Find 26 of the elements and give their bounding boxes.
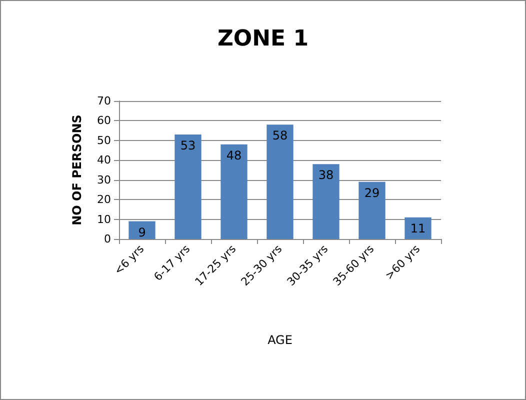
y-tick-label: 60 <box>97 114 111 128</box>
bar <box>174 134 202 239</box>
x-tick-label: <6 yrs <box>112 242 147 278</box>
data-label: 9 <box>138 225 146 240</box>
y-tick-label: 50 <box>97 134 111 147</box>
data-label: 53 <box>180 138 196 153</box>
data-label: 29 <box>364 186 380 200</box>
data-label: 48 <box>226 148 242 162</box>
bar <box>266 124 294 239</box>
bar <box>220 144 248 239</box>
y-tick-label: 10 <box>97 212 111 226</box>
bar <box>404 217 432 239</box>
bar <box>128 221 156 239</box>
y-tick-label: 40 <box>97 154 111 167</box>
data-label: 11 <box>410 221 426 236</box>
bar <box>358 182 386 239</box>
data-label: 58 <box>272 128 288 143</box>
y-tick-label: 20 <box>97 193 111 206</box>
y-tick-label: 70 <box>97 94 111 108</box>
y-axis-title: NO OF PERSONS <box>70 114 84 226</box>
y-tick-label: 30 <box>97 173 111 186</box>
bar <box>312 164 340 239</box>
y-tick-label: 0 <box>104 232 111 246</box>
chart-title: ZONE 1 <box>217 26 309 52</box>
x-axis-title: AGE <box>268 333 292 347</box>
data-label: 38 <box>318 168 334 182</box>
